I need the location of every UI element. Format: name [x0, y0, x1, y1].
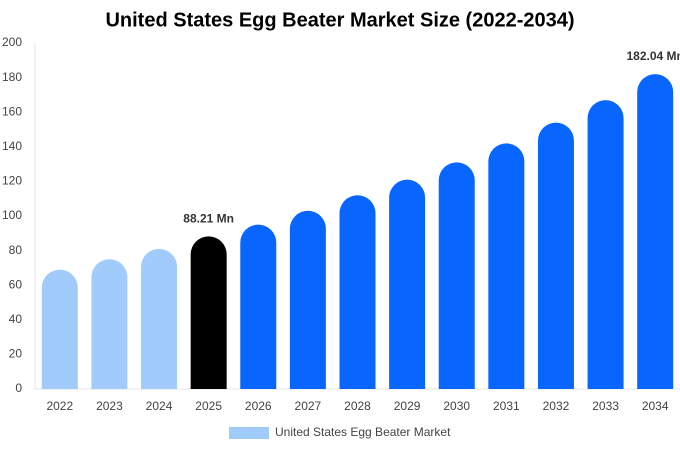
x-tick-label: 2028: [344, 399, 371, 413]
bar: [637, 74, 674, 389]
x-tick-label: 2031: [493, 399, 520, 413]
bar: [438, 162, 475, 389]
bar: [190, 236, 227, 389]
y-tick-label: 180: [2, 70, 22, 84]
bar: [41, 269, 78, 389]
y-tick-label: 20: [9, 347, 23, 361]
x-tick-label: 2026: [245, 399, 272, 413]
bar: [339, 195, 376, 389]
y-tick-label: 80: [9, 243, 23, 257]
bar: [141, 248, 178, 389]
y-tick-label: 0: [15, 381, 22, 395]
x-tick-label: 2034: [642, 399, 669, 413]
x-tick-label: 2027: [295, 399, 322, 413]
bar: [537, 122, 574, 389]
bar: [488, 143, 525, 389]
y-tick-label: 200: [2, 35, 22, 49]
bar: [289, 210, 326, 389]
x-tick-label: 2025: [195, 399, 222, 413]
legend-swatch: [229, 427, 269, 439]
x-tick-label: 2022: [46, 399, 73, 413]
bar: [240, 224, 277, 389]
bar: [587, 100, 624, 389]
data-label: 88.21 Mn: [183, 212, 234, 226]
x-tick-label: 2030: [443, 399, 470, 413]
x-tick-label: 2029: [394, 399, 421, 413]
y-tick-label: 140: [2, 139, 22, 153]
x-tick-label: 2023: [96, 399, 123, 413]
bar: [91, 259, 128, 389]
legend-label: United States Egg Beater Market: [275, 425, 451, 439]
bar: [389, 179, 426, 389]
x-tick-label: 2032: [543, 399, 570, 413]
y-tick-label: 40: [9, 312, 23, 326]
y-tick-label: 120: [2, 174, 22, 188]
y-tick-label: 160: [2, 104, 22, 118]
x-tick-label: 2033: [592, 399, 619, 413]
y-tick-label: 60: [9, 277, 23, 291]
x-tick-label: 2024: [146, 399, 173, 413]
data-label: 182.04 Mn: [627, 49, 680, 63]
y-tick-label: 100: [2, 208, 22, 222]
chart-title: United States Egg Beater Market Size (20…: [105, 9, 574, 31]
